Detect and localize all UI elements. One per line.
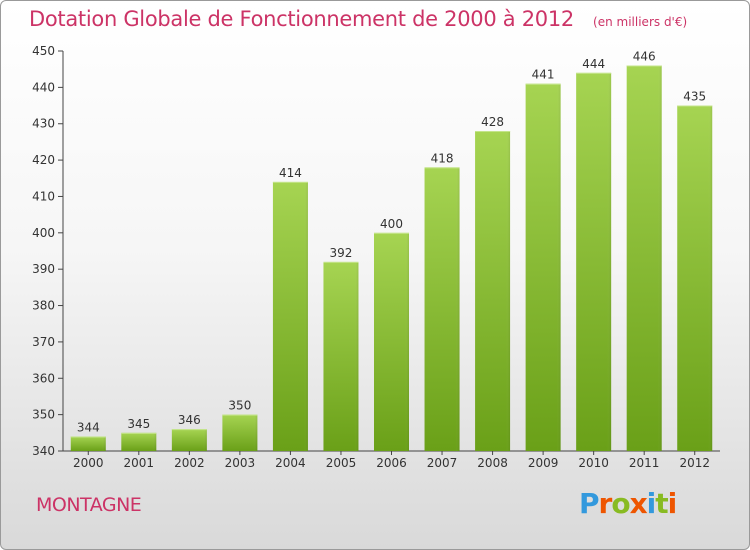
value-label-2012: 435 [683,90,706,104]
bar-shade-2009 [556,83,561,452]
bar-shade-2003 [253,414,258,451]
x-tick-label-2009: 2009 [528,456,559,470]
bar-shade-2007 [455,167,460,451]
bar-shade-2004 [303,181,308,451]
value-label-2001: 345 [127,417,150,431]
bar-2007[interactable] [424,167,460,451]
value-label-2004: 414 [279,166,302,180]
bar-2002[interactable] [171,429,207,451]
value-label-2002: 346 [178,413,201,427]
x-tick-label-2005: 2005 [326,456,357,470]
logo-letter: r [598,487,613,520]
x-tick-label-2002: 2002 [174,456,205,470]
bar-shade-2005 [354,261,359,451]
bar-shade-2010 [607,72,612,452]
x-tick-label-2003: 2003 [225,456,256,470]
logo-letter: i [646,487,657,520]
x-tick-label-2008: 2008 [477,456,508,470]
value-label-2011: 446 [633,50,656,64]
bar-2001[interactable] [121,432,157,451]
value-label-2007: 418 [431,151,454,165]
y-tick-label: 370 [32,335,55,349]
bar-shade-2008 [506,131,511,451]
y-tick-label: 390 [32,262,55,276]
x-axis: 2000 2001 2002 2003 2004 2005 2006 2007 2008 2009… [63,450,720,470]
x-tick-label-2004: 2004 [275,456,306,470]
value-label-2008: 428 [481,115,504,129]
y-tick-label: 350 [32,408,55,422]
proxiti-logo[interactable]: Proxiti [579,487,678,520]
x-tick-label-2011: 2011 [629,456,660,470]
x-tick-label-2012: 2012 [679,456,710,470]
x-tick-label-2007: 2007 [427,456,458,470]
bar-shade-2001 [152,432,157,451]
x-tick-label-2001: 2001 [124,456,155,470]
bar-shade-2000 [101,436,106,451]
logo-letter: o [611,487,630,520]
value-label-2006: 400 [380,217,403,231]
y-tick-label: 450 [32,44,55,58]
commune-name: MONTAGNE [36,494,142,516]
bar-2006[interactable] [374,232,409,451]
logo-letter: P [579,487,600,520]
y-tick-label: 430 [32,117,55,131]
logo-letter: x [629,487,648,520]
y-axis: 340 350 360 370 380 390 400 410 420 430 440 450 [32,44,64,458]
bar-2004[interactable] [272,181,308,451]
value-labels: 344 345 346 350 414 392 400 418 428 441 444 446 435 [77,50,706,435]
bar-2008[interactable] [475,131,511,451]
bar-shade-2011 [657,65,662,451]
y-tick-label: 380 [32,299,55,313]
y-tick-label: 410 [32,189,55,203]
bar-2010[interactable] [576,72,612,452]
value-label-2009: 441 [532,68,555,82]
value-label-2003: 350 [228,399,251,413]
title-row: Dotation Globale de Fonctionnement de 20… [29,7,687,31]
chart-title: Dotation Globale de Fonctionnement de 20… [29,7,574,31]
y-tick-label: 440 [32,80,55,94]
x-tick-label-2006: 2006 [376,456,407,470]
bar-shade-2006 [405,232,409,451]
value-label-2000: 344 [77,420,100,434]
y-tick-label: 400 [32,226,55,240]
bar-shade-2012 [708,105,713,451]
x-tick-label-2000: 2000 [73,456,104,470]
y-tick-label: 420 [32,153,55,167]
logo-letter: t [655,487,668,520]
value-label-2010: 444 [582,57,605,71]
bar-2012[interactable] [677,105,713,451]
x-tick-label-2010: 2010 [578,456,609,470]
value-label-2005: 392 [330,246,353,260]
bar-2009[interactable] [525,83,561,452]
bars [70,65,713,452]
y-tick-label: 340 [32,444,55,458]
chart-unit: (en milliers d'€) [593,15,688,29]
y-tick-label: 360 [32,371,55,385]
bar-2000[interactable] [70,436,106,451]
bar-2005[interactable] [323,261,359,451]
logo-letter: i [667,487,678,520]
bar-2003[interactable] [222,414,258,451]
bar-2011[interactable] [626,65,662,451]
bar-shade-2002 [202,429,207,451]
